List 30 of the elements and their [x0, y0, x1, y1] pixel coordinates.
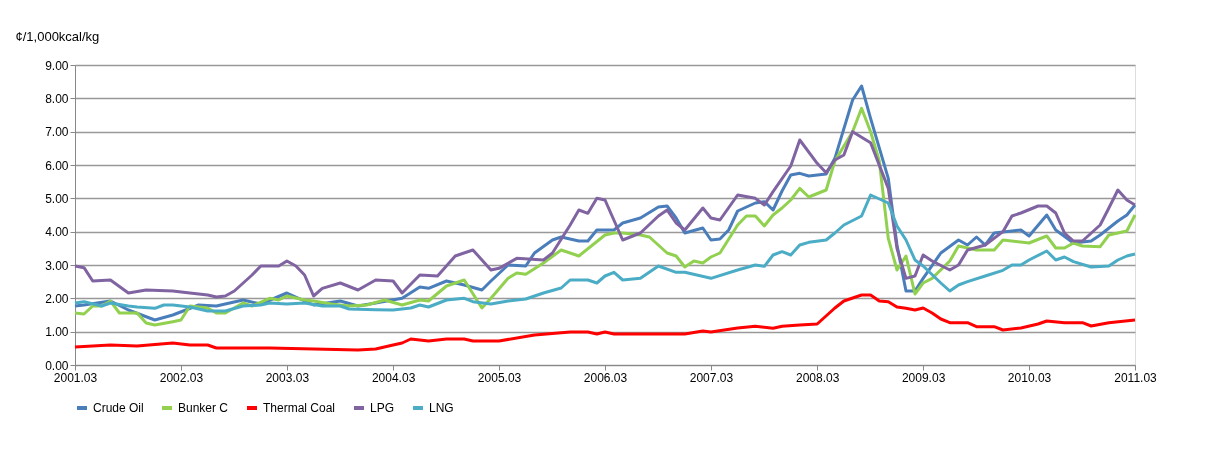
- x-tick-label: 2010.03: [1007, 370, 1052, 385]
- line-series: [73, 293, 1137, 352]
- x-tick-label: 2004.03: [371, 370, 416, 385]
- y-tick-label: 1.00: [45, 325, 69, 340]
- x-tick-label: 2006.03: [583, 370, 628, 385]
- legend-label: LNG: [429, 401, 454, 415]
- y-axis-title: ¢/1,000kcal/kg: [15, 28, 100, 44]
- x-tick-label: 2001.03: [53, 370, 98, 385]
- y-tick-label: 9.00: [45, 58, 69, 73]
- y-tick-label: 5.00: [45, 191, 69, 206]
- y-tick-label: 6.00: [45, 158, 69, 173]
- y-tick-label: 3.00: [45, 258, 69, 273]
- y-tick-label: 2.00: [45, 291, 69, 306]
- legend-label: LPG: [370, 401, 395, 415]
- x-tick-label: 2005.03: [477, 370, 522, 385]
- x-tick-label: 2011.03: [1114, 370, 1158, 385]
- line-series: [73, 193, 1137, 313]
- y-tick-label: 8.00: [45, 91, 69, 106]
- legend-label: Thermal Coal: [263, 401, 336, 415]
- legend-label: Bunker C: [178, 401, 229, 415]
- x-tick-label: 2008.03: [795, 370, 840, 385]
- x-tick-label: 2003.03: [265, 370, 310, 385]
- x-tick-label: 2007.03: [689, 370, 734, 385]
- line-series: [73, 130, 1137, 299]
- legend-label: Crude Oil: [93, 401, 144, 415]
- x-tick-label: 2009.03: [901, 370, 946, 385]
- x-tick-label: 2002.03: [159, 370, 204, 385]
- y-tick-label: 4.00: [45, 225, 69, 240]
- y-tick-label: 7.00: [45, 125, 69, 140]
- y-tick-label: 0.00: [45, 358, 69, 373]
